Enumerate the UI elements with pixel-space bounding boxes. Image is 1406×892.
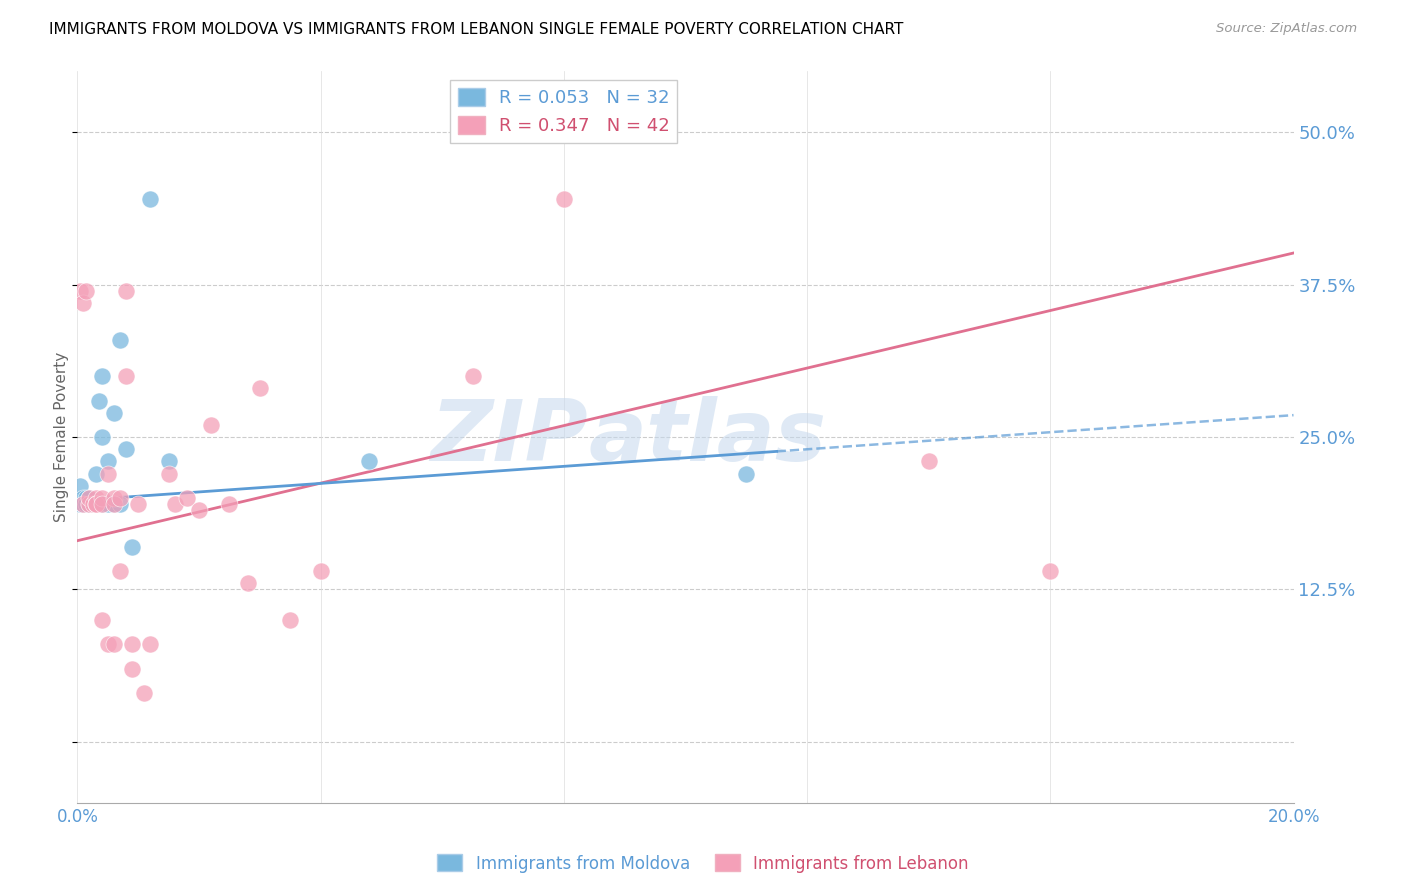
Point	[75, 491, 97, 505]
Point	[103, 497, 125, 511]
Point	[84, 467, 107, 481]
Point	[79, 497, 101, 511]
Point	[90, 491, 112, 505]
Point	[103, 637, 125, 651]
Point	[97, 637, 120, 651]
Point	[72, 296, 94, 310]
Point	[97, 497, 120, 511]
Point	[121, 637, 143, 651]
Point	[84, 497, 107, 511]
Point	[84, 497, 107, 511]
Text: Source: ZipAtlas.com: Source: ZipAtlas.com	[1216, 22, 1357, 36]
Point	[163, 497, 186, 511]
Point	[79, 497, 101, 511]
Point	[87, 393, 110, 408]
Point	[359, 454, 381, 468]
Point	[69, 497, 91, 511]
Point	[157, 467, 180, 481]
Point	[79, 497, 101, 511]
Point	[218, 497, 240, 511]
Point	[139, 637, 162, 651]
Point	[108, 497, 131, 511]
Point	[97, 467, 120, 481]
Point	[157, 454, 180, 468]
Point	[461, 369, 484, 384]
Text: ZIP: ZIP	[430, 395, 588, 479]
Point	[115, 284, 138, 298]
Point	[84, 491, 107, 505]
Point	[188, 503, 211, 517]
Point	[735, 467, 758, 481]
Text: atlas: atlas	[588, 395, 827, 479]
Point	[249, 381, 271, 395]
Point	[918, 454, 941, 468]
Point	[82, 497, 104, 511]
Legend: R = 0.053   N = 32, R = 0.347   N = 42: R = 0.053 N = 32, R = 0.347 N = 42	[450, 80, 678, 143]
Point	[90, 369, 112, 384]
Point	[236, 576, 259, 591]
Point	[75, 497, 97, 511]
Point	[90, 497, 112, 511]
Point	[79, 497, 101, 511]
Point	[553, 193, 575, 207]
Point	[278, 613, 301, 627]
Point	[108, 564, 131, 578]
Point	[127, 497, 149, 511]
Point	[84, 497, 107, 511]
Point	[134, 686, 156, 700]
Point	[69, 479, 91, 493]
Point	[72, 497, 94, 511]
Point	[97, 454, 120, 468]
Point	[82, 497, 104, 511]
Point	[115, 369, 138, 384]
Point	[79, 491, 101, 505]
Y-axis label: Single Female Poverty: Single Female Poverty	[53, 352, 69, 522]
Point	[309, 564, 332, 578]
Point	[90, 430, 112, 444]
Text: IMMIGRANTS FROM MOLDOVA VS IMMIGRANTS FROM LEBANON SINGLE FEMALE POVERTY CORRELA: IMMIGRANTS FROM MOLDOVA VS IMMIGRANTS FR…	[49, 22, 904, 37]
Point	[84, 497, 107, 511]
Point	[84, 497, 107, 511]
Point	[75, 284, 97, 298]
Point	[90, 497, 112, 511]
Point	[103, 497, 125, 511]
Point	[1039, 564, 1062, 578]
Point	[139, 193, 162, 207]
Point	[103, 406, 125, 420]
Point	[121, 662, 143, 676]
Point	[82, 497, 104, 511]
Point	[72, 497, 94, 511]
Point	[176, 491, 198, 505]
Legend: Immigrants from Moldova, Immigrants from Lebanon: Immigrants from Moldova, Immigrants from…	[430, 847, 976, 880]
Point	[121, 540, 143, 554]
Point	[72, 491, 94, 505]
Point	[200, 417, 222, 432]
Point	[108, 491, 131, 505]
Point	[69, 284, 91, 298]
Point	[90, 613, 112, 627]
Point	[103, 491, 125, 505]
Point	[115, 442, 138, 457]
Point	[79, 491, 101, 505]
Point	[72, 497, 94, 511]
Point	[108, 333, 131, 347]
